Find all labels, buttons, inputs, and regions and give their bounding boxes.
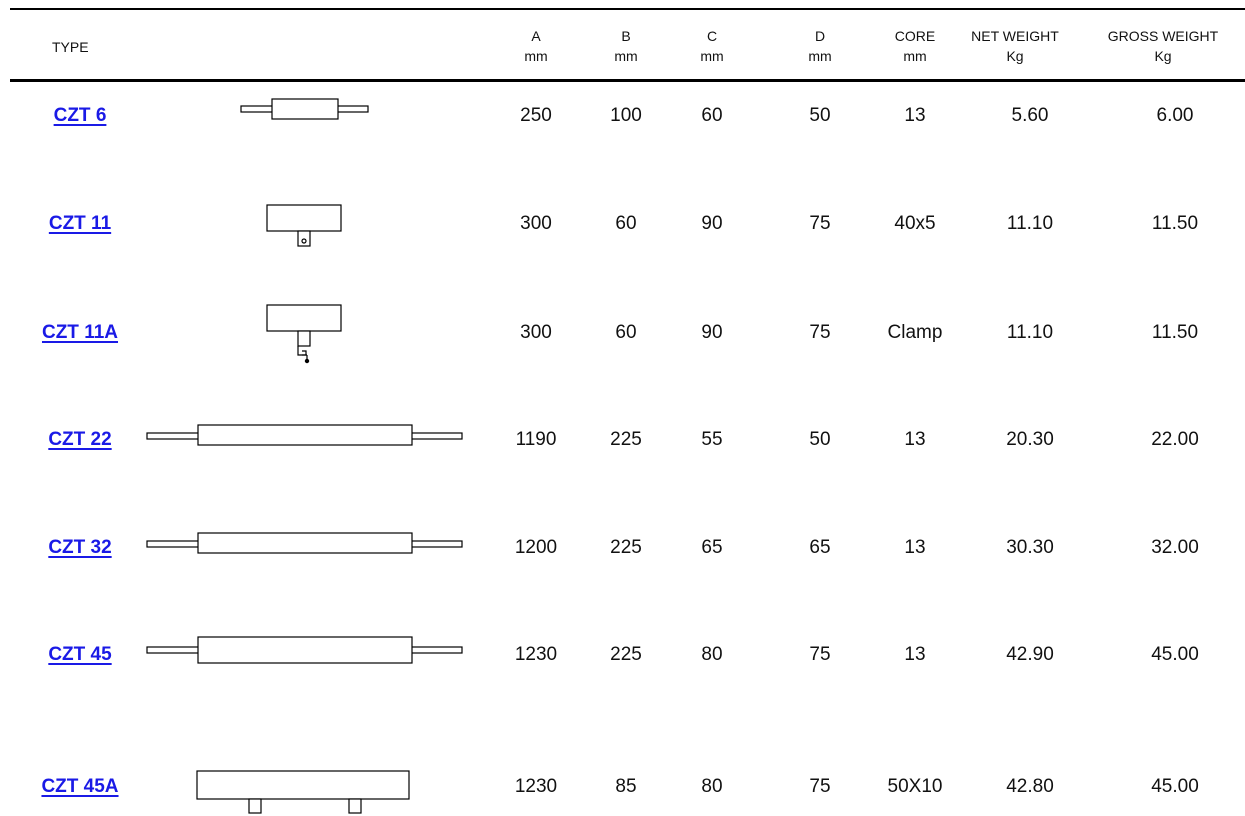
type-link-czt-11a[interactable]: CZT 11A: [41, 322, 119, 343]
cell-b: 60: [615, 322, 637, 343]
table-top-rule: [10, 8, 1245, 10]
cell-c: 80: [701, 776, 723, 797]
header-col-a-label: A: [531, 28, 541, 44]
cell-core: 50X10: [887, 776, 943, 797]
cell-net-weight: 20.30: [1006, 429, 1054, 450]
cell-d: 50: [809, 105, 831, 126]
header-col-core-unit: mm: [903, 48, 927, 64]
header-col-core: CORE mm: [875, 26, 955, 66]
header-col-a: A mm: [506, 26, 566, 66]
type-link-czt-45[interactable]: CZT 45: [48, 644, 112, 665]
cell-a: 1190: [515, 429, 557, 450]
cell-c: 65: [701, 537, 723, 558]
cell-net-weight: 42.80: [1006, 776, 1054, 797]
cell-net-weight: 30.30: [1006, 537, 1054, 558]
cell-core: Clamp: [887, 322, 943, 343]
type-link-czt-11[interactable]: CZT 11: [48, 213, 112, 234]
cell-b: 225: [610, 537, 642, 558]
cell-gross-weight: 32.00: [1151, 537, 1199, 558]
czt-32-drawing: [146, 532, 463, 554]
cell-c: 90: [701, 322, 723, 343]
cell-d: 75: [809, 644, 831, 665]
cell-gross-weight: 11.50: [1151, 322, 1199, 343]
cell-core: 13: [904, 537, 926, 558]
cell-d: 65: [809, 537, 831, 558]
cell-core: 13: [904, 429, 926, 450]
header-col-d: D mm: [790, 26, 850, 66]
header-col-b-label: B: [621, 28, 631, 44]
cell-net-weight: 42.90: [1006, 644, 1054, 665]
czt-6-drawing: [240, 98, 369, 120]
header-col-net-unit: Kg: [1006, 48, 1024, 64]
cell-d: 75: [809, 776, 831, 797]
header-col-a-unit: mm: [524, 48, 548, 64]
cell-b: 225: [610, 429, 642, 450]
cell-b: 85: [615, 776, 637, 797]
header-col-b-unit: mm: [614, 48, 638, 64]
cell-d: 75: [809, 322, 831, 343]
header-col-net-weight: NET WEIGHT Kg: [960, 26, 1070, 66]
cell-c: 55: [701, 429, 723, 450]
cell-gross-weight: 11.50: [1151, 213, 1199, 234]
cell-a: 300: [520, 213, 552, 234]
cell-gross-weight: 45.00: [1151, 776, 1199, 797]
cell-core: 13: [904, 105, 926, 126]
header-col-d-unit: mm: [808, 48, 832, 64]
cell-a: 1200: [514, 537, 558, 558]
cell-gross-weight: 6.00: [1156, 105, 1194, 126]
cell-net-weight: 5.60: [1011, 105, 1049, 126]
cell-c: 80: [701, 644, 723, 665]
header-type: TYPE: [52, 39, 89, 55]
cell-b: 225: [610, 644, 642, 665]
cell-net-weight: 11.10: [1006, 213, 1054, 234]
type-link-czt-6[interactable]: CZT 6: [53, 105, 107, 126]
header-col-c: C mm: [682, 26, 742, 66]
type-link-czt-22[interactable]: CZT 22: [48, 429, 112, 450]
czt-45a-drawing: [196, 770, 410, 814]
header-col-gross-unit: Kg: [1154, 48, 1172, 64]
header-col-core-label: CORE: [894, 28, 936, 44]
cell-gross-weight: 22.00: [1151, 429, 1199, 450]
czt-11-drawing: [266, 204, 342, 247]
header-col-net-label: NET WEIGHT: [971, 28, 1059, 44]
cell-d: 50: [809, 429, 831, 450]
cell-d: 75: [809, 213, 831, 234]
cell-a: 250: [520, 105, 552, 126]
header-col-c-unit: mm: [700, 48, 724, 64]
cell-c: 60: [701, 105, 723, 126]
header-col-b: B mm: [596, 26, 656, 66]
cell-c: 90: [701, 213, 723, 234]
header-col-gross-weight: GROSS WEIGHT Kg: [1088, 26, 1238, 66]
czt-45-drawing: [146, 636, 463, 664]
header-col-gross-label: GROSS WEIGHT: [1107, 28, 1219, 44]
cell-a: 300: [520, 322, 552, 343]
cell-a: 1230: [514, 644, 558, 665]
header-bottom-rule: [10, 79, 1245, 82]
czt-11a-drawing: [266, 304, 342, 364]
header-col-c-label: C: [706, 28, 718, 44]
type-link-czt-32[interactable]: CZT 32: [48, 537, 112, 558]
type-link-czt-45a[interactable]: CZT 45A: [41, 776, 119, 797]
cell-gross-weight: 45.00: [1151, 644, 1199, 665]
cell-b: 60: [615, 213, 637, 234]
cell-net-weight: 11.10: [1006, 322, 1054, 343]
cell-core: 40x5: [894, 213, 936, 234]
cell-core: 13: [904, 644, 926, 665]
czt-22-drawing: [146, 424, 463, 446]
header-col-d-label: D: [814, 28, 826, 44]
cell-b: 100: [610, 105, 642, 126]
cell-a: 1230: [514, 776, 558, 797]
